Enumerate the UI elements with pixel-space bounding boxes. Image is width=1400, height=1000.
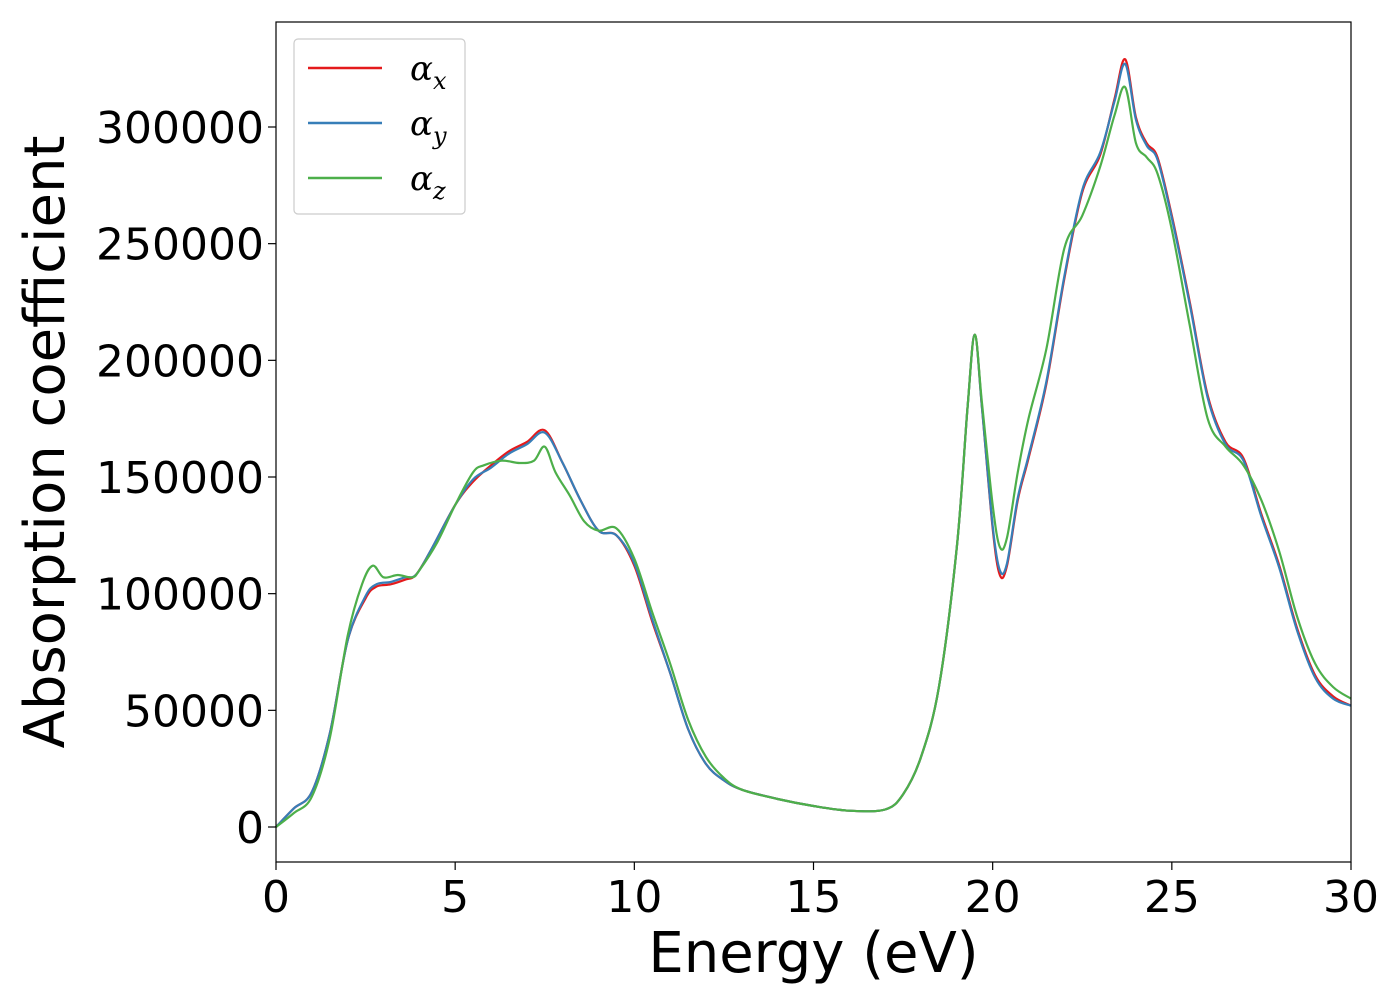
y-tick-label: 150000 [96, 453, 264, 504]
x-tick-label: 10 [606, 872, 662, 923]
x-tick-label: 5 [441, 872, 469, 923]
legend-box [293, 38, 466, 215]
y-tick-label: 200000 [96, 336, 264, 387]
x-tick-label: 25 [1144, 872, 1200, 923]
series-group [275, 58, 1352, 828]
series-line-z [275, 85, 1352, 828]
y-tick-label: 300000 [96, 103, 264, 154]
legend-label-x: αx [410, 49, 447, 95]
x-tick-label: 15 [786, 872, 842, 923]
y-tick-label: 250000 [96, 220, 264, 271]
y-tick-label: 0 [236, 803, 264, 854]
x-tick-label: 20 [965, 872, 1021, 923]
y-axis-label: Absorption coefficient [13, 136, 78, 749]
y-tick-label: 50000 [124, 686, 264, 737]
y-tick-label: 100000 [96, 570, 264, 621]
legend: αx αy αz [293, 38, 466, 215]
x-axis-ticks: 0 5 10 15 20 25 30 [262, 862, 1379, 923]
x-tick-label: 0 [262, 872, 290, 923]
y-axis-ticks: 0 50000 100000 150000 200000 250000 300000 [96, 103, 276, 854]
legend-label-y: αy [410, 104, 447, 150]
x-axis-label: Energy (eV) [648, 921, 978, 986]
x-tick-label: 30 [1323, 872, 1379, 923]
legend-label-z: αz [410, 159, 446, 205]
